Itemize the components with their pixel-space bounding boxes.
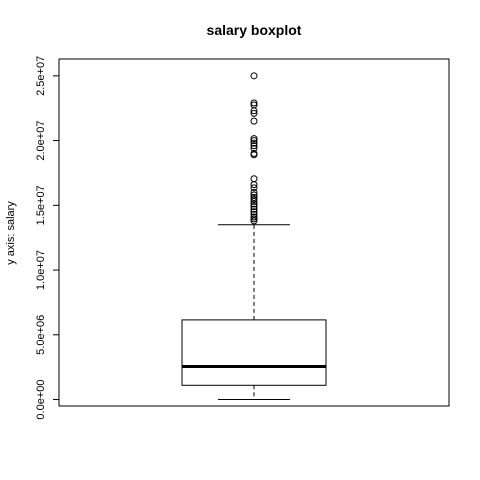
y-axis-label: y axis: salary [5,201,17,265]
chart-title: salary boxplot [207,22,302,38]
y-tick-label: 0.0e+00 [35,379,47,419]
interquartile-box [182,320,326,385]
y-tick-label: 1.0e+07 [35,250,47,290]
y-tick-label: 2.0e+07 [35,121,47,161]
y-tick-label: 2.5e+07 [35,56,47,96]
y-tick-label: 1.5e+07 [35,185,47,225]
y-tick-label: 5.0e+06 [35,315,47,355]
